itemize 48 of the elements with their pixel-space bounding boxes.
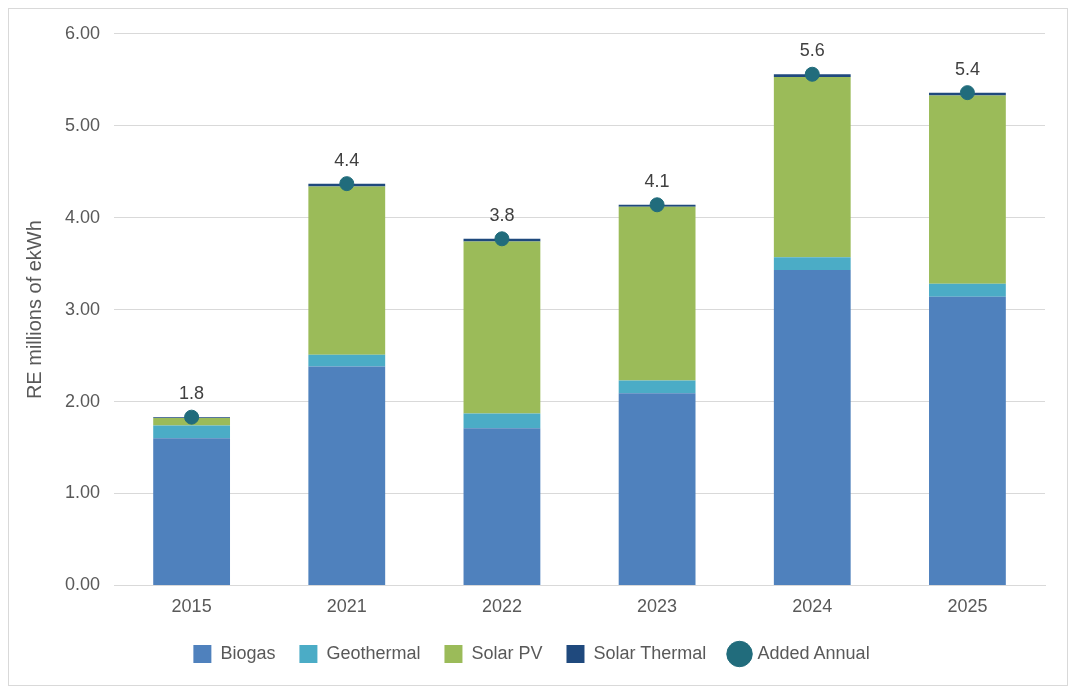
bar bbox=[618, 206, 696, 381]
point bbox=[339, 176, 355, 192]
bar bbox=[618, 380, 696, 394]
point bbox=[649, 197, 665, 213]
data-label: 1.8 bbox=[179, 383, 205, 404]
legend-label: Biogas bbox=[220, 642, 276, 663]
y-axis-title: RE millions of ekWh bbox=[22, 220, 45, 400]
x-tick-label: 2025 bbox=[947, 596, 988, 617]
legend-label: Solar Thermal bbox=[593, 642, 707, 663]
y-tick-label: 4.00 bbox=[64, 206, 101, 227]
bar bbox=[773, 77, 851, 258]
legend-label: Solar PV bbox=[471, 642, 543, 663]
bar bbox=[618, 393, 696, 585]
data-label: 5.4 bbox=[954, 58, 980, 79]
y-tick-label: 2.00 bbox=[64, 390, 101, 411]
y-tick-label: 5.00 bbox=[64, 114, 101, 135]
legend-label: Added Annual bbox=[757, 642, 870, 663]
bar bbox=[773, 257, 851, 271]
point bbox=[804, 66, 820, 82]
bar bbox=[463, 413, 541, 429]
bar bbox=[929, 296, 1006, 585]
bar bbox=[929, 283, 1006, 297]
bar bbox=[463, 241, 541, 414]
bar bbox=[153, 425, 231, 439]
x-tick-label: 2015 bbox=[171, 596, 212, 617]
x-tick-label: 2022 bbox=[481, 596, 522, 617]
point bbox=[959, 85, 975, 101]
bar bbox=[308, 354, 386, 367]
data-label: 4.4 bbox=[334, 149, 360, 170]
y-tick-label: 6.00 bbox=[64, 22, 101, 43]
point bbox=[184, 409, 200, 425]
legend-label: Geothermal bbox=[326, 642, 421, 663]
bar bbox=[773, 270, 851, 585]
y-tick-label: 0.00 bbox=[64, 574, 101, 595]
bar bbox=[153, 438, 231, 585]
data-label: 4.1 bbox=[644, 170, 670, 191]
x-tick-label: 2023 bbox=[637, 596, 678, 617]
data-label: 5.6 bbox=[799, 40, 825, 61]
x-tick-label: 2021 bbox=[326, 596, 367, 617]
bar bbox=[463, 428, 541, 585]
bar bbox=[929, 95, 1006, 284]
data-label: 3.8 bbox=[489, 204, 515, 225]
x-tick-label: 2024 bbox=[792, 596, 833, 617]
y-tick-label: 1.00 bbox=[64, 482, 101, 503]
point bbox=[494, 231, 510, 247]
bar bbox=[308, 186, 386, 355]
bar bbox=[308, 366, 386, 585]
y-tick-label: 3.00 bbox=[64, 298, 101, 319]
